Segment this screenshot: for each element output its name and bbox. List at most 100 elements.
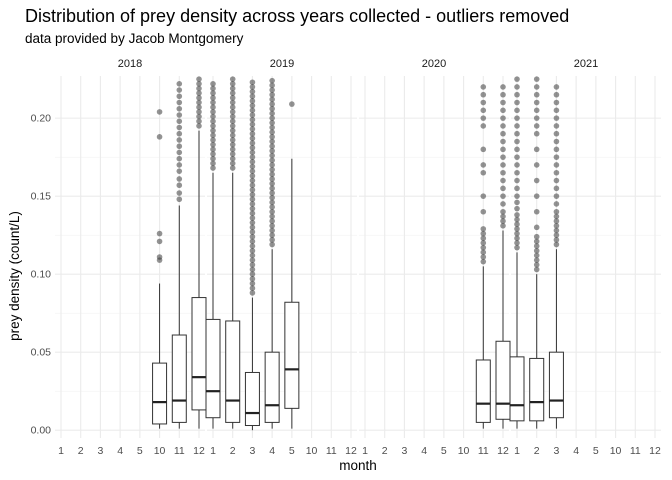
outlier-point [210, 146, 216, 153]
outlier-point [553, 138, 560, 145]
outlier-point [500, 185, 506, 192]
outlier-point [533, 238, 540, 245]
outlier-point [553, 84, 560, 90]
outlier-point [176, 143, 183, 150]
chart-subtitle: data provided by Jacob Montgomery [25, 31, 244, 46]
outlier-point [553, 218, 560, 224]
outlier-point [176, 137, 183, 143]
box [191, 297, 207, 411]
outlier-point [176, 196, 183, 203]
outlier-point [480, 99, 487, 106]
outlier-point [514, 154, 520, 160]
outlier-point [514, 177, 520, 184]
outlier-point [514, 138, 520, 145]
outlier-point [553, 241, 560, 248]
outlier-point [500, 146, 506, 153]
outlier-point [269, 82, 275, 89]
outlier-point [553, 115, 560, 121]
outlier-point [249, 257, 256, 263]
outlier-point [269, 157, 275, 164]
outlier-point [514, 91, 520, 98]
outlier-point [229, 113, 236, 120]
outlier-point [229, 146, 236, 153]
boxplot-2018-12 [191, 76, 207, 429]
box [509, 356, 525, 422]
outlier-point [514, 199, 520, 206]
outlier-point [269, 222, 275, 229]
x-tick-label: 11 [174, 445, 185, 457]
boxplot-2019-3 [244, 79, 260, 431]
outlier-point [480, 162, 487, 168]
outlier-point [249, 163, 256, 170]
outlier-point [269, 237, 275, 243]
outlier-point [210, 132, 216, 139]
outlier-point [229, 95, 236, 101]
outlier-point [249, 276, 256, 282]
outlier-point [249, 187, 256, 193]
outlier-point [156, 230, 163, 237]
outlier-point [500, 177, 506, 184]
outlier-point [249, 102, 256, 109]
outlier-point [249, 126, 256, 132]
x-tick-label: 3 [554, 445, 560, 457]
outlier-point [269, 152, 275, 159]
outlier-point [229, 123, 236, 129]
outlier-point [269, 176, 275, 182]
outlier-point [269, 227, 275, 234]
outlier-point [553, 185, 560, 192]
outlier-point [210, 137, 216, 143]
outlier-point [269, 105, 275, 112]
outlier-point [514, 76, 520, 82]
outlier-point [269, 194, 275, 201]
chart-title: Distribution of prey density across year… [25, 6, 569, 26]
outlier-point [500, 201, 506, 207]
outlier-point [514, 107, 520, 114]
outlier-point [553, 146, 560, 153]
outlier-point [176, 168, 183, 174]
outlier-point [553, 130, 560, 137]
x-tick-label: 10 [458, 445, 470, 457]
box [284, 301, 300, 409]
outlier-point [500, 138, 506, 145]
outlier-point [269, 162, 275, 168]
outlier-point [533, 91, 540, 98]
boxplot-2019-2 [225, 76, 241, 429]
outlier-point [229, 99, 236, 106]
outlier-point [249, 121, 256, 128]
outlier-point [480, 84, 487, 90]
outlier-point [249, 98, 256, 104]
y-axis-title: prey density (count/L) [7, 211, 22, 341]
outlier-point [249, 224, 256, 231]
outlier-point [210, 160, 216, 167]
outlier-point [500, 84, 506, 90]
x-tick-label: 4 [269, 445, 275, 457]
outlier-point [553, 162, 560, 168]
outlier-point [249, 84, 256, 90]
outlier-point [176, 87, 183, 93]
outlier-point [249, 266, 256, 273]
outlier-point [500, 218, 506, 224]
outlier-point [553, 154, 560, 160]
x-tick-label: 11 [630, 445, 641, 457]
outlier-point [533, 123, 540, 129]
outlier-point [514, 205, 520, 212]
outlier-point [210, 95, 216, 101]
outlier-point [229, 90, 236, 96]
outlier-point [533, 257, 540, 263]
outlier-point [533, 243, 540, 249]
outlier-point [210, 109, 216, 115]
x-tick-label: 1 [514, 445, 520, 457]
outlier-point [210, 118, 216, 125]
x-tick-label: 1 [58, 445, 64, 457]
x-tick-label: 2 [534, 445, 540, 457]
outlier-point [210, 151, 216, 157]
outlier-point [249, 205, 256, 212]
outlier-point [480, 249, 487, 256]
outlier-point [533, 252, 540, 259]
outlier-point [480, 115, 487, 121]
outlier-point [249, 210, 256, 217]
outlier-point [500, 107, 506, 114]
